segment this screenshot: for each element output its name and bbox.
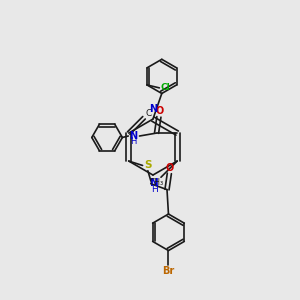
Text: Br: Br [162,266,175,276]
Text: O: O [155,106,164,116]
Text: O: O [166,164,174,173]
Text: H: H [151,185,158,194]
Text: H: H [130,137,136,146]
Text: S: S [144,160,152,170]
Text: Cl: Cl [161,83,171,92]
Text: N: N [129,131,137,141]
Text: C: C [145,109,151,118]
Text: N: N [150,178,159,188]
Text: N: N [149,104,157,114]
Text: CH₃: CH₃ [149,178,164,187]
